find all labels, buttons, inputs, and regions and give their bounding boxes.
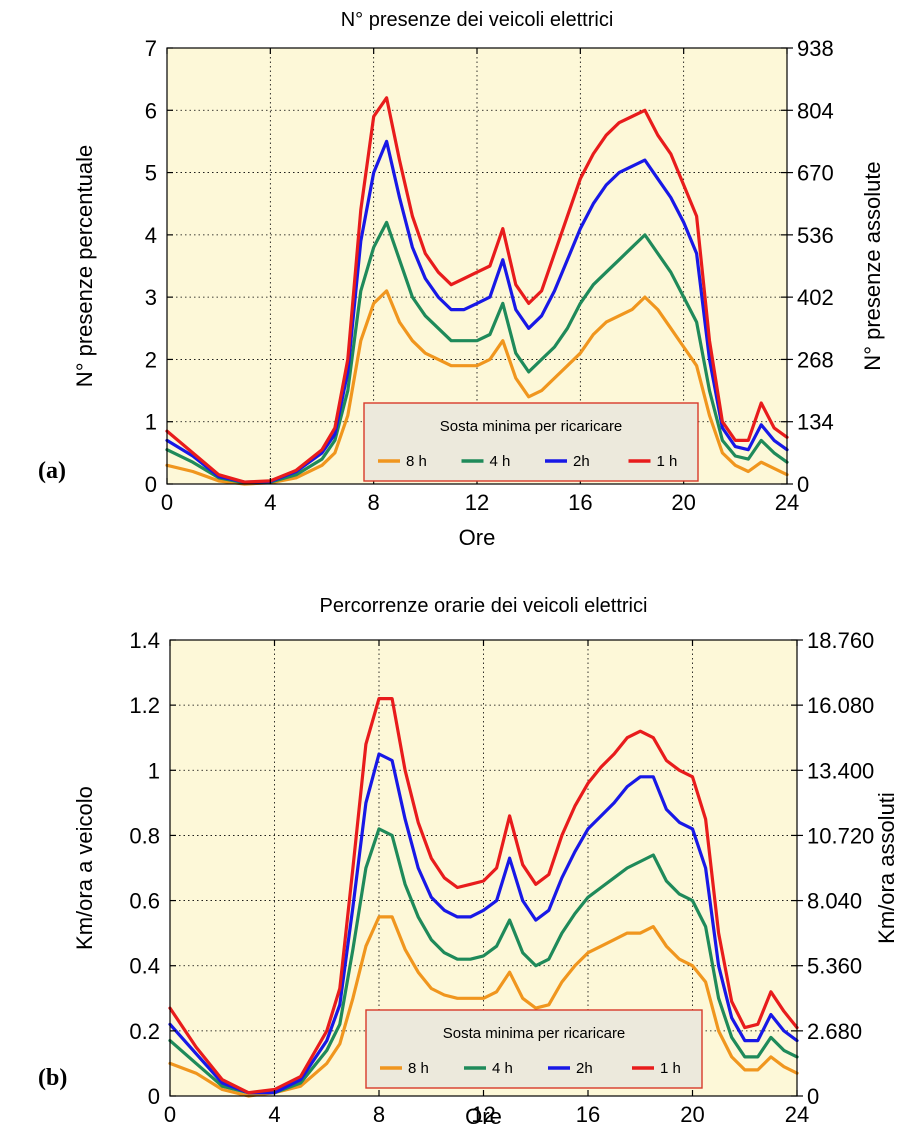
y-tick-label: 5: [145, 161, 157, 186]
y2-tick-label: 5.360: [807, 954, 862, 979]
x-tick-label: 24: [775, 490, 799, 515]
y-tick-label: 0.8: [129, 823, 160, 848]
y-tick-label: 6: [145, 98, 157, 123]
y2-tick-label: 536: [797, 223, 834, 248]
y-axis-label: N° presenze percentuale: [72, 145, 97, 387]
x-tick-label: 0: [164, 1102, 176, 1127]
y-tick-label: 2: [145, 347, 157, 372]
y-tick-label: 1.4: [129, 628, 160, 653]
y2-tick-label: 16.080: [807, 693, 874, 718]
legend-item-label: 4 h: [490, 453, 511, 470]
series-line-1h: [165, 96, 789, 484]
legend-item-label: 8 h: [408, 1060, 429, 1077]
y-tick-label: 0: [148, 1084, 160, 1109]
legend-title: Sosta minima per ricaricare: [443, 1025, 626, 1042]
x-tick-label: 8: [373, 1102, 385, 1127]
y-tick-label: 3: [145, 285, 157, 310]
legend-item-label: 4 h: [492, 1060, 513, 1077]
y2-tick-label: 134: [797, 410, 834, 435]
legend-item-label: 8 h: [406, 453, 427, 470]
y2-tick-label: 2.680: [807, 1019, 862, 1044]
x-tick-label: 4: [268, 1102, 280, 1127]
legend-item-label: 2h: [576, 1060, 593, 1077]
y2-tick-label: 10.720: [807, 823, 874, 848]
y-tick-label: 4: [145, 223, 157, 248]
panel-label: (a): [38, 458, 66, 484]
legend-box: [363, 402, 699, 482]
y-tick-label: 7: [145, 36, 157, 61]
chart-panel-b: 0 4 8 12 16 20 2400.20.40.60.811.21.402.6805.3…: [38, 595, 899, 1129]
chart-title: Percorrenze orarie dei veicoli elettrici: [320, 595, 648, 617]
x-tick-label: 0: [161, 490, 173, 515]
y-tick-label: 1: [145, 410, 157, 435]
chart-title: N° presenze dei veicoli elettrici: [341, 9, 614, 31]
y2-tick-label: 0: [797, 472, 809, 497]
series-line-4h: [165, 220, 789, 485]
y-tick-label: 0.2: [129, 1019, 160, 1044]
series-line-2h: [168, 752, 799, 1095]
x-tick-label: 20: [671, 490, 695, 515]
series-line-4h: [168, 827, 799, 1095]
panel-label: (b): [38, 1065, 67, 1091]
y-tick-label: 0: [145, 472, 157, 497]
series-line-2h: [165, 139, 789, 484]
x-tick-label: 12: [471, 1102, 495, 1127]
x-tick-label: 20: [680, 1102, 704, 1127]
legend: Sosta minima per ricaricare 8 h 4 h 2h 1 h: [365, 1009, 703, 1089]
legend-item-label: 2h: [573, 453, 590, 470]
y2-tick-label: 13.400: [807, 758, 874, 783]
y-tick-label: 0.6: [129, 889, 160, 914]
y-tick-label: 0.4: [129, 954, 160, 979]
x-tick-label: 12: [465, 490, 489, 515]
legend-item-label: 1 h: [660, 1060, 681, 1077]
series-line-1h: [168, 696, 799, 1095]
x-tick-label: 8: [368, 490, 380, 515]
y2-tick-label: 402: [797, 285, 834, 310]
y-tick-label: 1: [148, 758, 160, 783]
legend-item-label: 1 h: [657, 453, 678, 470]
x-axis-label: Ore: [459, 525, 496, 550]
y-axis-label: Km/ora a veicolo: [72, 786, 97, 950]
y2-tick-label: 938: [797, 36, 834, 61]
y2-tick-label: 18.760: [807, 628, 874, 653]
y2-tick-label: 8.040: [807, 889, 862, 914]
y2-tick-label: 0: [807, 1084, 819, 1109]
y2-axis-label: N° presenze assolute: [860, 161, 885, 370]
x-tick-label: 24: [785, 1102, 809, 1127]
legend-title: Sosta minima per ricaricare: [440, 418, 623, 435]
series-line-8h: [168, 915, 799, 1098]
x-tick-label: 4: [264, 490, 276, 515]
x-tick-label: 16: [576, 1102, 600, 1127]
legend-box: [365, 1009, 703, 1089]
y-tick-label: 1.2: [129, 693, 160, 718]
series-line-8h: [165, 289, 789, 486]
x-axis-label: Ore: [465, 1104, 502, 1129]
x-tick-label: 16: [568, 490, 592, 515]
legend: Sosta minima per ricaricare 8 h 4 h 2h 1 h: [363, 402, 699, 482]
y2-axis-label: Km/ora assoluti: [874, 792, 899, 944]
y2-tick-label: 268: [797, 347, 834, 372]
y2-tick-label: 804: [797, 98, 834, 123]
y2-tick-label: 670: [797, 161, 834, 186]
chart-panel-a: 0 4 8 12 16 20 2401234567013426840253667080493…: [38, 9, 885, 550]
